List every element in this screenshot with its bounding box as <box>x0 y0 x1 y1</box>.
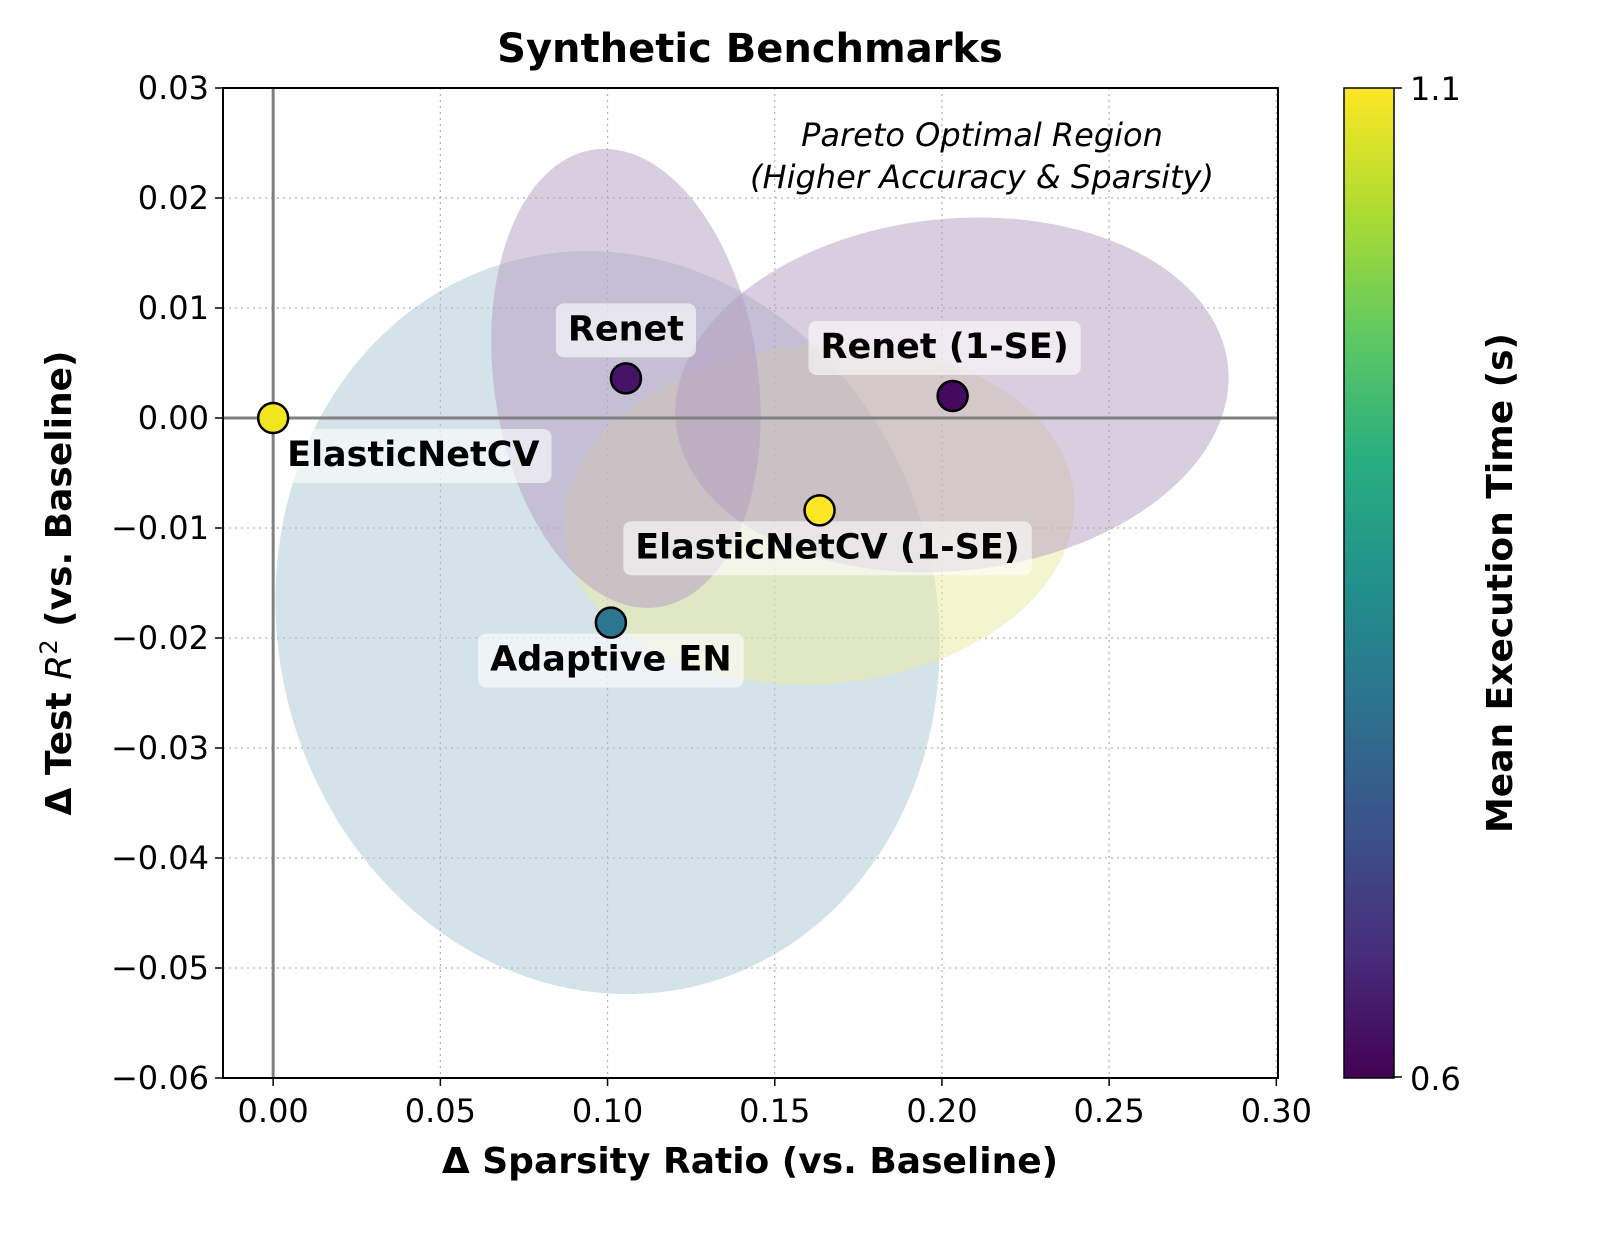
x-tick-label: 0.10 <box>572 1092 643 1130</box>
y-tick-label: −0.02 <box>111 619 209 657</box>
point-label: Renet <box>568 309 684 349</box>
point-label-group: Renet <box>555 303 696 358</box>
colorbar <box>1343 87 1395 1079</box>
colorbar-tick-label-max: 1.1 <box>1410 70 1461 108</box>
point-elasticnetcv-1-se <box>803 494 836 527</box>
point-label-box <box>555 303 696 358</box>
point-label: Renet (1-SE) <box>821 327 1069 367</box>
colorbar-title: Mean Execution Time (s) <box>1480 333 1521 833</box>
y-tick-label: 0.01 <box>138 289 209 327</box>
y-axis-title-suffix: (vs. Baseline) <box>39 351 80 640</box>
y-axis-title-var: R <box>39 655 80 680</box>
pareto-annotation-line2: (Higher Accuracy & Sparsity) <box>750 158 1214 196</box>
pareto-annotation-line1: Pareto Optimal Region <box>801 116 1163 154</box>
y-tick-label: −0.01 <box>111 509 209 547</box>
point-label-group: Adaptive EN <box>478 633 744 688</box>
y-tick-label: −0.04 <box>111 839 209 877</box>
point-labels: ElasticNetCV Renet Renet (1-SE) ElasticNetC… <box>275 303 1081 688</box>
y-axis-title: Δ Test R2 (vs. Baseline) <box>35 351 80 816</box>
x-tick-label: 0.25 <box>1074 1092 1145 1130</box>
colorbar-tick-label-min: 0.6 <box>1410 1060 1461 1098</box>
point-elasticnetcv <box>256 401 290 435</box>
y-tick-label: −0.05 <box>111 949 209 987</box>
point-label-group: ElasticNetCV <box>275 429 552 483</box>
y-tick-label: −0.06 <box>111 1059 209 1097</box>
point-label-box <box>808 321 1081 375</box>
x-tick-label: 0.05 <box>405 1092 476 1130</box>
x-tick-label: 0.00 <box>238 1092 309 1130</box>
x-axis: 0.00 0.05 0.10 0.15 0.20 0.25 0.30 <box>238 1078 1312 1130</box>
y-axis: 0.03 0.02 0.01 0.00 −0.01 −0.02 −0.03 −0.04 −0.0… <box>111 69 223 1097</box>
point-label-box <box>478 633 744 688</box>
x-tick-label: 0.15 <box>739 1092 810 1130</box>
y-tick-label: 0.02 <box>138 179 209 217</box>
y-axis-title-prefix: Δ Test <box>39 680 80 816</box>
point-renet-1-se <box>936 379 969 413</box>
point-label-box <box>275 429 552 483</box>
point-label-group: ElasticNetCV (1-SE) <box>623 521 1032 576</box>
point-label: ElasticNetCV <box>287 435 539 475</box>
plot-frame <box>222 87 1279 1079</box>
x-tick-label: 0.30 <box>1241 1092 1312 1130</box>
point-renet <box>609 362 643 395</box>
point-adaptive-en <box>594 606 628 639</box>
y-tick-label: 0.03 <box>138 69 209 107</box>
x-axis-title: Δ Sparsity Ratio (vs. Baseline) <box>442 1141 1058 1182</box>
y-axis-title-sup: 2 <box>35 639 63 654</box>
chart-title: Synthetic Benchmarks <box>497 26 1003 72</box>
point-label-box <box>623 521 1032 576</box>
x-tick-label: 0.20 <box>906 1092 977 1130</box>
point-label: ElasticNetCV (1-SE) <box>635 527 1020 567</box>
point-label: Adaptive EN <box>490 640 731 680</box>
y-tick-label: −0.03 <box>111 729 209 767</box>
y-tick-label: 0.00 <box>138 399 209 437</box>
data-points <box>256 362 969 639</box>
point-label-group: Renet (1-SE) <box>808 321 1081 375</box>
reference-lines <box>223 88 1278 1078</box>
